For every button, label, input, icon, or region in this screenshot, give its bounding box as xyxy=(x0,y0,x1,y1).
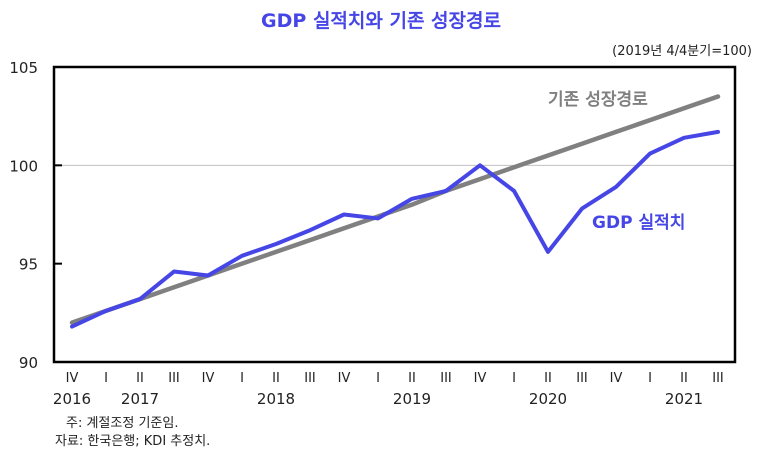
x-tick-year: 2016 xyxy=(53,390,91,408)
x-tick-quarter: I xyxy=(240,371,244,386)
x-tick-quarter: III xyxy=(168,371,180,386)
x-tick-year: 2019 xyxy=(393,390,431,408)
source-line: 자료: 한국은행; KDI 추정치. xyxy=(55,433,210,449)
x-tick-quarter: II xyxy=(136,371,144,386)
unit-note: (2019년 4/4분기=100) xyxy=(612,44,752,59)
y-tick-label: 100 xyxy=(9,157,38,175)
x-tick-year: 2017 xyxy=(121,390,159,408)
x-tick-year: 2020 xyxy=(529,390,567,408)
x-tick-quarter: II xyxy=(408,371,416,386)
plot-frame xyxy=(52,65,737,364)
y-tick-label: 105 xyxy=(9,59,38,77)
x-tick-quarter: III xyxy=(304,371,316,386)
y-tick-label: 90 xyxy=(19,354,38,372)
series-group xyxy=(69,94,721,329)
x-tick-quarter: IV xyxy=(202,371,215,386)
x-tick-quarter: III xyxy=(712,371,724,386)
label-actual: GDP 실적치 xyxy=(592,213,685,233)
x-tick-year: 2018 xyxy=(257,390,295,408)
x-tick-quarter: III xyxy=(440,371,452,386)
y-axis: 90 95 100 105 xyxy=(9,59,62,372)
x-tick-quarter: I xyxy=(648,371,652,386)
x-tick-quarter: II xyxy=(272,371,280,386)
x-tick-quarter: III xyxy=(576,371,588,386)
x-tick-quarter: IV xyxy=(474,371,487,386)
note-line: 주: 계절조정 기준임. xyxy=(66,416,178,431)
x-tick-quarter: II xyxy=(544,371,552,386)
x-axis: IV I II III IV I II III IV I II III IV I II III IV I II III… xyxy=(53,371,724,408)
x-tick-quarter: I xyxy=(104,371,108,386)
x-tick-quarter: IV xyxy=(610,371,623,386)
x-tick-quarter: IV xyxy=(66,371,79,386)
chart-title: GDP 실적치와 기존 성장경로 xyxy=(261,10,501,32)
x-tick-quarter: II xyxy=(680,371,688,386)
y-tick-label: 95 xyxy=(19,256,38,274)
label-trend: 기존 성장경로 xyxy=(548,90,648,110)
x-tick-quarter: I xyxy=(512,371,516,386)
x-tick-quarter: IV xyxy=(338,371,351,386)
x-tick-quarter: I xyxy=(376,371,380,386)
series-line-actual xyxy=(70,129,720,329)
x-tick-year: 2021 xyxy=(665,390,703,408)
